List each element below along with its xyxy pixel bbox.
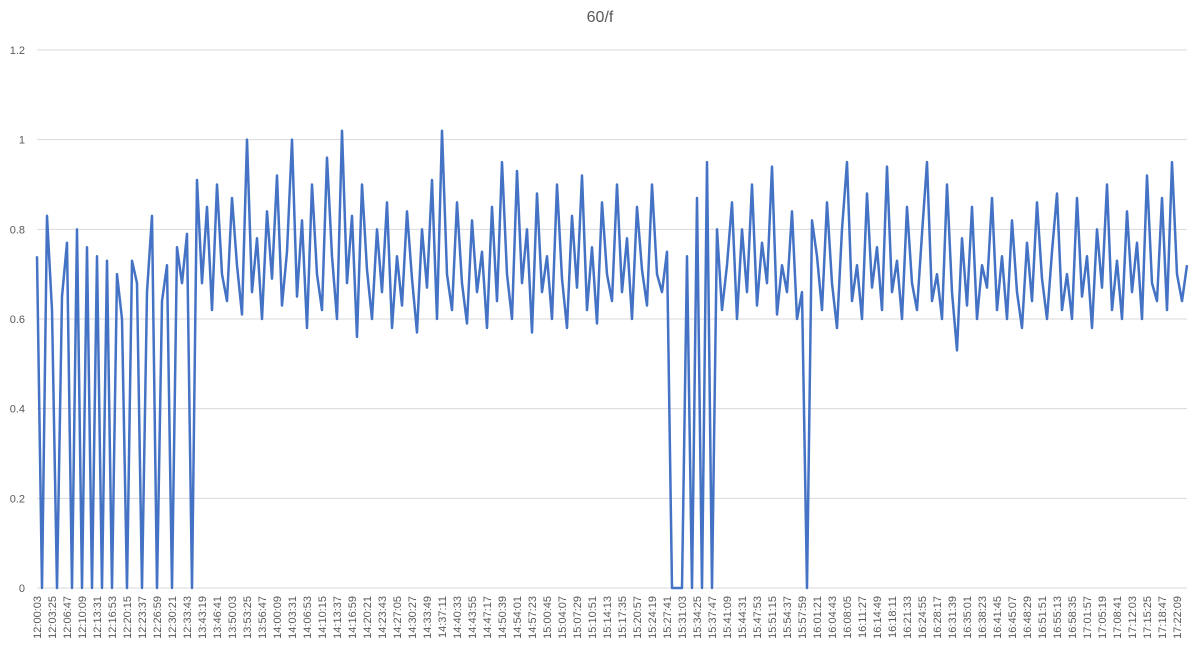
x-tick-label: 15:10:51 xyxy=(587,596,599,639)
x-tick-label: 13:56:47 xyxy=(257,596,269,639)
x-tick-label: 15:20:57 xyxy=(632,596,644,639)
x-tick-label: 15:44:31 xyxy=(737,596,749,639)
x-tick-label: 13:53:25 xyxy=(242,596,254,639)
x-tick-label: 12:00:03 xyxy=(32,596,44,639)
x-tick-label: 12:30:21 xyxy=(167,596,179,639)
x-tick-label: 14:16:59 xyxy=(347,596,359,639)
x-tick-label: 14:00:09 xyxy=(272,596,284,639)
x-tick-label: 17:12:03 xyxy=(1127,596,1139,639)
x-tick-label: 15:34:25 xyxy=(692,596,704,639)
x-tick-label: 17:18:47 xyxy=(1157,596,1169,639)
x-tick-label: 15:07:29 xyxy=(572,596,584,639)
data-line xyxy=(35,129,1189,590)
x-tick-label: 14:33:49 xyxy=(422,596,434,639)
x-tick-label: 12:26:59 xyxy=(152,596,164,639)
x-tick-label: 12:23:37 xyxy=(137,596,149,639)
x-tick-label: 15:27:41 xyxy=(662,596,674,639)
y-tick-label: 0.2 xyxy=(10,493,25,505)
x-tick-label: 17:01:57 xyxy=(1082,596,1094,639)
x-tick-label: 14:13:37 xyxy=(332,596,344,639)
x-tick-label: 15:31:03 xyxy=(677,596,689,639)
x-tick-label: 14:10:15 xyxy=(317,596,329,639)
x-tick-label: 14:23:43 xyxy=(377,596,389,639)
x-tick-label: 14:50:39 xyxy=(497,596,509,639)
x-tick-label: 16:48:29 xyxy=(1022,596,1034,639)
x-tick-label: 16:04:43 xyxy=(827,596,839,639)
y-tick-label: 0.8 xyxy=(10,224,25,236)
y-tick-label: 0.6 xyxy=(10,314,25,326)
x-tick-label: 15:00:45 xyxy=(542,596,554,639)
x-tick-label: 15:41:09 xyxy=(722,596,734,639)
x-tick-label: 12:16:53 xyxy=(107,596,119,639)
x-tick-label: 15:17:35 xyxy=(617,596,629,639)
x-tick-label: 16:41:45 xyxy=(992,596,1004,639)
x-tick-label: 17:15:25 xyxy=(1142,596,1154,639)
x-tick-label: 16:45:07 xyxy=(1007,596,1019,639)
x-tick-label: 16:11:27 xyxy=(857,596,869,638)
x-tick-label: 16:38:23 xyxy=(977,596,989,639)
x-tick-label: 16:28:17 xyxy=(932,596,944,639)
x-tick-label: 15:47:53 xyxy=(752,596,764,639)
x-tick-label: 16:31:39 xyxy=(947,596,959,639)
x-tick-label: 16:58:35 xyxy=(1067,596,1079,639)
x-tick-label: 17:08:41 xyxy=(1112,596,1124,639)
x-tick-label: 13:50:03 xyxy=(227,596,239,639)
x-tick-label: 12:13:31 xyxy=(92,596,104,639)
y-tick-label: 1 xyxy=(19,135,25,147)
x-tick-label: 14:27:05 xyxy=(392,596,404,639)
x-tick-label: 12:06:47 xyxy=(62,596,74,639)
x-tick-label: 16:08:05 xyxy=(842,596,854,639)
x-tick-label: 17:22:09 xyxy=(1172,596,1184,639)
x-tick-label: 16:24:55 xyxy=(917,596,929,639)
x-tick-label: 12:20:15 xyxy=(122,596,134,639)
x-tick-label: 12:33:43 xyxy=(182,596,194,639)
x-tick-label: 15:57:59 xyxy=(797,596,809,639)
x-tick-label: 16:18:11 xyxy=(887,596,899,638)
x-tick-label: 14:06:53 xyxy=(302,596,314,639)
x-tick-label: 14:03:31 xyxy=(287,596,299,639)
x-tick-label: 14:54:01 xyxy=(512,596,524,639)
x-tick-label: 12:03:25 xyxy=(47,596,59,639)
x-tick-label: 14:37:11 xyxy=(437,596,449,638)
x-tick-label: 16:35:01 xyxy=(962,596,974,639)
y-tick-label: 1.2 xyxy=(10,45,25,57)
x-tick-label: 16:21:33 xyxy=(902,596,914,639)
x-tick-label: 15:04:07 xyxy=(557,596,569,639)
y-tick-label: 0 xyxy=(19,583,25,595)
x-tick-label: 16:01:21 xyxy=(812,596,824,639)
x-tick-label: 15:54:37 xyxy=(782,596,794,639)
chart-title: 60/f xyxy=(587,9,614,26)
x-tick-label: 14:43:55 xyxy=(467,596,479,639)
x-tick-label: 17:05:19 xyxy=(1097,596,1109,639)
x-tick-label: 13:43:19 xyxy=(197,596,209,639)
y-tick-label: 0.4 xyxy=(10,404,25,416)
x-tick-label: 12:10:09 xyxy=(77,596,89,639)
x-tick-label: 16:51:51 xyxy=(1037,596,1049,639)
x-tick-label: 15:51:15 xyxy=(767,596,779,639)
x-tick-label: 14:47:17 xyxy=(482,596,494,639)
x-tick-label: 15:14:13 xyxy=(602,596,614,639)
x-tick-label: 15:37:47 xyxy=(707,596,719,639)
x-tick-label: 13:46:41 xyxy=(212,596,224,639)
x-tick-label: 15:24:19 xyxy=(647,596,659,639)
x-tick-label: 16:55:13 xyxy=(1052,596,1064,639)
x-tick-label: 14:40:33 xyxy=(452,596,464,639)
x-tick-label: 14:30:27 xyxy=(407,596,419,639)
x-tick-label: 14:20:21 xyxy=(362,596,374,639)
x-tick-label: 14:57:23 xyxy=(527,596,539,639)
x-tick-label: 16:14:49 xyxy=(872,596,884,639)
